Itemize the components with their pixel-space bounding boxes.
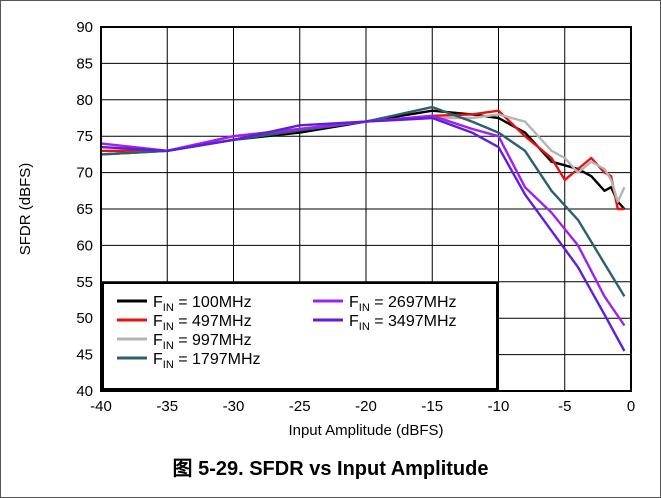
y-tick-label: 85	[76, 55, 93, 72]
y-tick-label: 50	[76, 310, 93, 327]
x-axis-label: Input Amplitude (dBFS)	[288, 422, 443, 439]
y-tick-label: 45	[76, 347, 93, 364]
figure-word: 图	[172, 456, 193, 480]
x-tick-label: -15	[421, 398, 443, 415]
legend-box	[102, 282, 498, 390]
figure-caption-text: 5-29. SFDR vs Input Amplitude	[198, 458, 489, 480]
x-tick-label: -20	[355, 398, 377, 415]
y-tick-label: 65	[76, 201, 93, 218]
legend-label: FIN = 3497MHz	[349, 313, 457, 333]
series-line-5	[100, 116, 626, 352]
legend-label: FIN = 2697MHz	[349, 294, 457, 314]
series-line-3	[100, 105, 626, 298]
legend-label: FIN = 1797MHz	[153, 351, 261, 371]
y-axis-label: SFDR (dBFS)	[17, 163, 34, 256]
plot-border	[100, 26, 632, 392]
y-tick-label: 75	[76, 128, 93, 145]
legend-label: FIN = 100MHz	[153, 294, 252, 314]
x-tick-label: -10	[488, 398, 510, 415]
y-tick-label: 90	[76, 19, 93, 36]
sfdr-chart: -40 -35 -30 -25 -20 -15 -10 -5 0 40 45 50 55 60 65 70 75…	[17, 19, 635, 439]
x-tick-label: -5	[558, 398, 571, 415]
figure-caption: 图 5-29. SFDR vs Input Amplitude	[0, 452, 661, 481]
y-tick-label: 70	[76, 165, 93, 182]
series-line-4	[100, 114, 626, 327]
x-tick-label: -25	[289, 398, 311, 415]
y-tick-label: 80	[76, 92, 93, 109]
series-lines	[100, 105, 626, 352]
legend-label: FIN = 997MHz	[153, 332, 252, 352]
x-tick-label: -35	[156, 398, 178, 415]
series-line-0	[100, 109, 626, 210]
series-line-2	[100, 113, 626, 203]
legend-label: FIN = 497MHz	[153, 313, 252, 333]
x-tick-label: -30	[223, 398, 245, 415]
x-tick-label: 0	[627, 398, 635, 415]
y-tick-label: 40	[76, 383, 93, 400]
x-tick-label: -40	[90, 398, 112, 415]
series-line-1	[101, 109, 625, 211]
y-tick-label: 60	[76, 237, 93, 254]
y-tick-label: 55	[76, 274, 93, 291]
tick-labels: -40 -35 -30 -25 -20 -15 -10 -5 0 40 45 50 55 60 65 70 75…	[76, 19, 635, 415]
